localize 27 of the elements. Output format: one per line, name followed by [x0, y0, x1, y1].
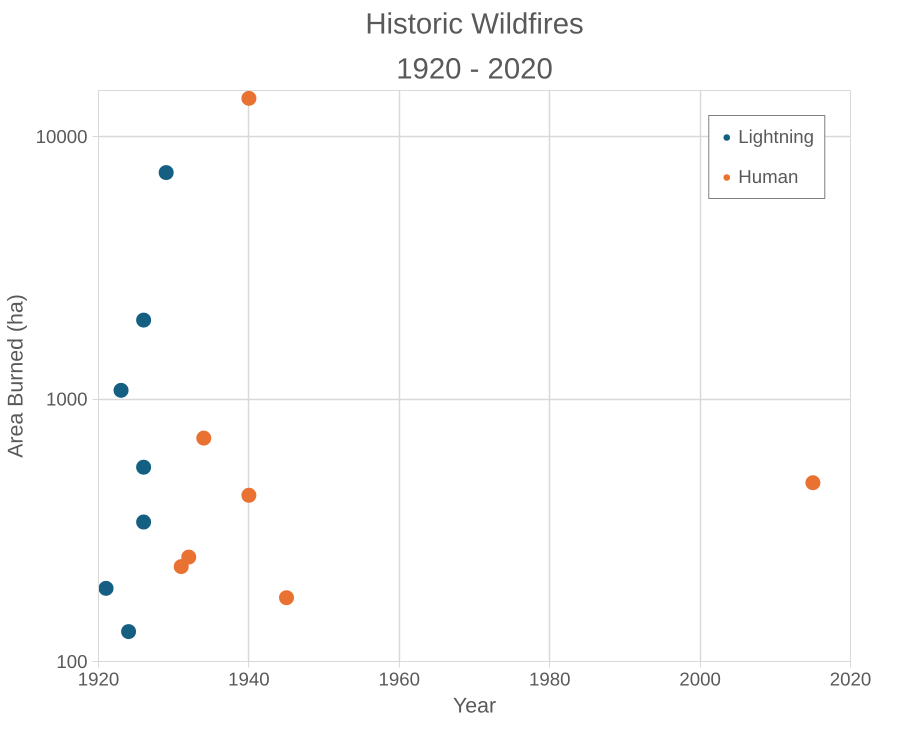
x-tick-label: 1980 — [528, 668, 570, 690]
x-tick-label: 1960 — [378, 668, 420, 690]
x-tick-label: 1940 — [228, 668, 270, 690]
point — [136, 514, 152, 530]
x-tick-label: 2020 — [830, 668, 872, 690]
legend-label: Lightning — [738, 126, 814, 148]
point — [158, 165, 174, 180]
point — [181, 550, 196, 565]
y-tick-label: 10000 — [36, 126, 88, 148]
point — [279, 590, 294, 606]
x-tick-label: 2000 — [679, 668, 721, 690]
x-axis-title: Year — [452, 694, 496, 718]
point — [121, 624, 136, 640]
point — [241, 90, 256, 106]
point — [98, 580, 114, 596]
y-tick-label: 1000 — [46, 388, 88, 410]
point — [196, 430, 212, 446]
point — [241, 488, 256, 503]
point — [136, 312, 152, 328]
legend-label: Human — [738, 166, 798, 188]
point — [114, 382, 129, 398]
chart-subtitle: 1920 - 2020 — [396, 52, 553, 86]
point — [136, 460, 152, 475]
point — [174, 559, 189, 574]
point — [805, 475, 820, 490]
y-axis-title: Area Burned (ha) — [4, 294, 28, 458]
chart-title: Historic Wildfires — [365, 8, 584, 40]
